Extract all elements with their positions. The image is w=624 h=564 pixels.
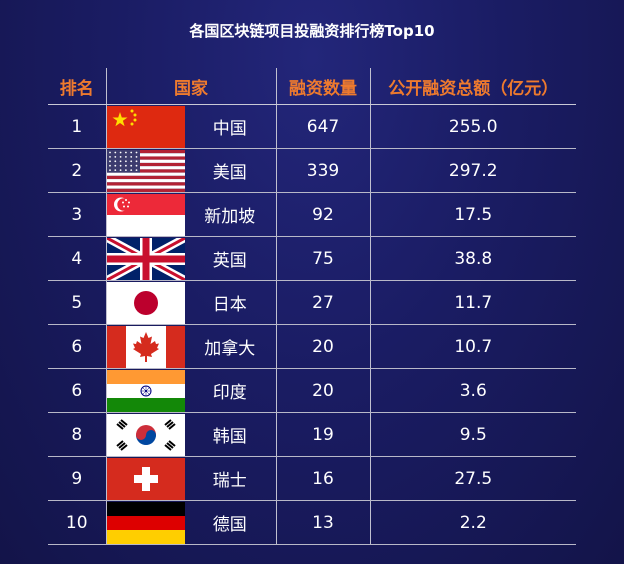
flag-cell <box>106 148 185 193</box>
rank-cell: 6 <box>48 368 107 413</box>
flag-cell <box>106 412 185 457</box>
country-cell: 德国 <box>184 500 277 545</box>
country-cell: 中国 <box>184 104 277 149</box>
table-row: 1 中国 647 255.0 <box>48 104 576 149</box>
rank-cell: 2 <box>48 148 107 193</box>
table-row: 4 英国 75 38.8 <box>48 236 576 281</box>
amount-cell: 38.8 <box>370 236 576 281</box>
amount-cell: 11.7 <box>370 280 576 325</box>
count-cell: 92 <box>276 192 371 237</box>
amount-cell: 10.7 <box>370 324 576 369</box>
rank-cell: 4 <box>48 236 107 281</box>
amount-cell: 2.2 <box>370 500 576 545</box>
rank-cell: 1 <box>48 104 107 149</box>
count-cell: 19 <box>276 412 371 457</box>
germany-flag-icon <box>106 501 185 544</box>
country-cell: 瑞士 <box>184 456 277 501</box>
chart-title: 各国区块链项目投融资排行榜Top10 <box>189 22 435 40</box>
header-count: 融资数量 <box>276 68 371 105</box>
ranking-table: 排名 国家 融资数量 公开融资总额（亿元） 1 中国 647 255.0 2 美国 339 2… <box>48 68 576 545</box>
amount-cell: 17.5 <box>370 192 576 237</box>
count-cell: 27 <box>276 280 371 325</box>
canada-flag-icon <box>106 325 185 368</box>
count-cell: 13 <box>276 500 371 545</box>
usa-flag-icon <box>106 149 185 192</box>
flag-cell <box>106 324 185 369</box>
rank-cell: 8 <box>48 412 107 457</box>
country-cell: 加拿大 <box>184 324 277 369</box>
flag-cell <box>106 236 185 281</box>
amount-cell: 27.5 <box>370 456 576 501</box>
flag-cell <box>106 500 185 545</box>
table-row: 5 日本 27 11.7 <box>48 280 576 325</box>
amount-cell: 3.6 <box>370 368 576 413</box>
country-cell: 韩国 <box>184 412 277 457</box>
header-amount: 公开融资总额（亿元） <box>370 68 576 105</box>
count-cell: 16 <box>276 456 371 501</box>
header-country: 国家 <box>106 68 277 105</box>
count-cell: 647 <box>276 104 371 149</box>
count-cell: 20 <box>276 368 371 413</box>
count-cell: 75 <box>276 236 371 281</box>
amount-cell: 297.2 <box>370 148 576 193</box>
country-cell: 英国 <box>184 236 277 281</box>
south-korea-flag-icon <box>106 413 185 456</box>
flag-cell <box>106 368 185 413</box>
count-cell: 339 <box>276 148 371 193</box>
table-row: 6 印度 20 3.6 <box>48 368 576 413</box>
table-row: 9 瑞士 16 27.5 <box>48 456 576 501</box>
amount-cell: 9.5 <box>370 412 576 457</box>
flag-cell <box>106 456 185 501</box>
header-row: 排名 国家 融资数量 公开融资总额（亿元） <box>48 68 576 105</box>
table-row: 8 韩国 19 9.5 <box>48 412 576 457</box>
rank-cell: 3 <box>48 192 107 237</box>
header-rank: 排名 <box>48 68 107 105</box>
uk-flag-icon <box>106 237 185 280</box>
amount-cell: 255.0 <box>370 104 576 149</box>
india-flag-icon <box>106 369 185 412</box>
flag-cell <box>106 280 185 325</box>
singapore-flag-icon <box>106 193 185 236</box>
country-cell: 美国 <box>184 148 277 193</box>
rank-cell: 10 <box>48 500 107 545</box>
rank-cell: 9 <box>48 456 107 501</box>
country-cell: 新加坡 <box>184 192 277 237</box>
table-row: 2 美国 339 297.2 <box>48 148 576 193</box>
country-cell: 印度 <box>184 368 277 413</box>
count-cell: 20 <box>276 324 371 369</box>
japan-flag-icon <box>106 281 185 324</box>
rank-cell: 6 <box>48 324 107 369</box>
table-row: 6 加拿大 20 10.7 <box>48 324 576 369</box>
switzerland-flag-icon <box>106 457 185 500</box>
table-row: 3 新加坡 92 17.5 <box>48 192 576 237</box>
china-flag-icon <box>106 105 185 148</box>
table-row: 10 德国 13 2.2 <box>48 500 576 545</box>
table-body: 1 中国 647 255.0 2 美国 339 297.2 3 新加坡 92 17.5 4 英国 75 38.… <box>48 104 576 545</box>
flag-cell <box>106 104 185 149</box>
flag-cell <box>106 192 185 237</box>
country-cell: 日本 <box>184 280 277 325</box>
rank-cell: 5 <box>48 280 107 325</box>
